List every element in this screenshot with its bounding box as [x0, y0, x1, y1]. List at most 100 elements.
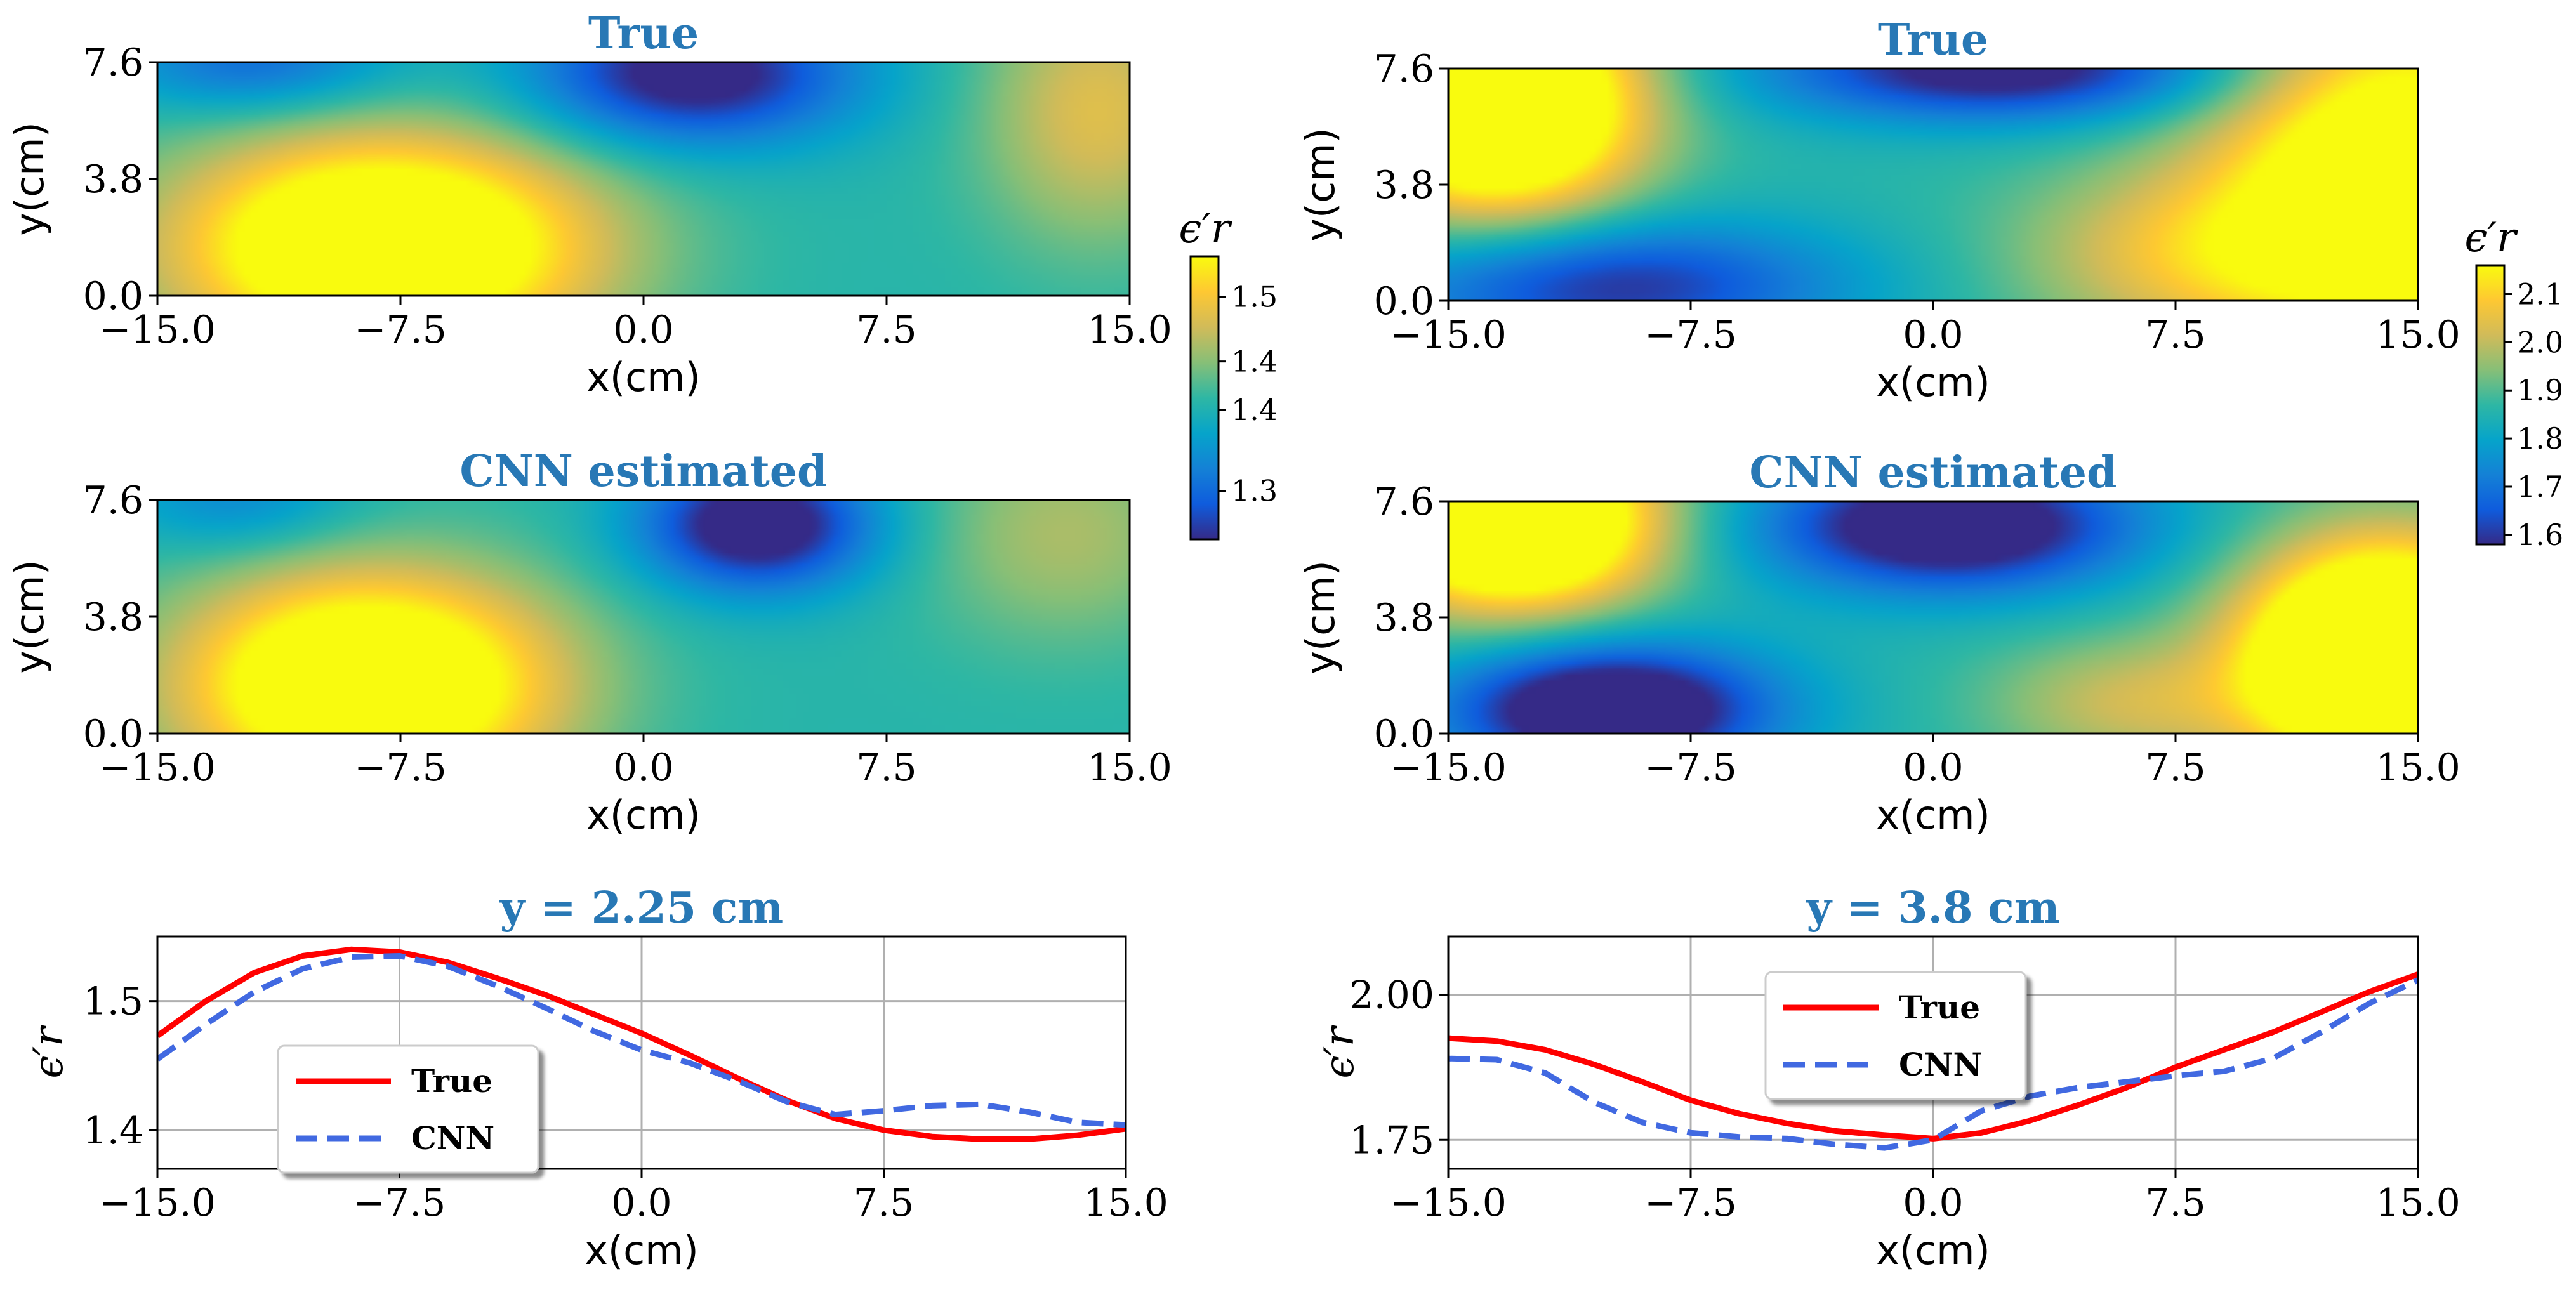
colorbar-tick-label: 2.0 — [2517, 325, 2563, 359]
heatmap-image — [157, 62, 1130, 296]
legend-box — [1764, 971, 2027, 1100]
panel-title: CNN estimated — [1749, 447, 2117, 498]
x-tick-label: 0.0 — [613, 746, 673, 790]
legend: True CNN — [277, 1044, 539, 1174]
y-axis-label: y(cm) — [1297, 560, 1344, 675]
colorbar-tick-label: 1.4 — [1231, 345, 1278, 379]
colorbar-gradient — [1189, 255, 1220, 541]
colorbar-tick-label: 2.1 — [2517, 277, 2563, 312]
series-line-true — [157, 946, 1126, 1142]
line-panel-left_line: −15.0 −7.5 0.0 7.5 15.0 1.4 1.5 y = 2.25 cm x(cm… — [25, 883, 1168, 1274]
x-tick-label: −15.0 — [1390, 1181, 1507, 1225]
y-axis-label: y(cm) — [1297, 128, 1344, 242]
colorbar-label: ϵ′r — [2465, 214, 2518, 261]
colorbar-tick-label: 1.3 — [1231, 474, 1278, 508]
x-tick-label: −15.0 — [1390, 313, 1507, 357]
chart-layer: True −15.0 −7.5 0.0 7.5 15.0 0.0 3.8 7.6 x(cm) y(c… — [6, 8, 2563, 1274]
x-tick-label: −7.5 — [1644, 746, 1737, 790]
x-tick-label: 15.0 — [2375, 313, 2460, 357]
y-tick-label: 1.4 — [83, 1109, 143, 1153]
colorbar-tick-label: 1.8 — [2517, 421, 2563, 456]
x-tick-label: −15.0 — [99, 308, 216, 352]
heatmap-image — [157, 500, 1130, 734]
colorbar-tick-label: 1.9 — [2517, 373, 2563, 407]
heatmap-panel-right_true: True −15.0 −7.5 0.0 7.5 15.0 0.0 3.8 7.6 x(cm) y(c… — [1297, 15, 2460, 405]
heatmap-panel-left_true: True −15.0 −7.5 0.0 7.5 15.0 0.0 3.8 7.6 x(cm) y(c… — [6, 8, 1172, 400]
panel-title: True — [588, 8, 699, 59]
colorbar-tick-label: 1.6 — [2517, 518, 2563, 552]
heatmap-image — [1448, 501, 2418, 734]
y-tick-label: 7.6 — [83, 41, 143, 85]
x-tick-label: 15.0 — [1087, 746, 1172, 790]
x-tick-label: −15.0 — [1390, 746, 1507, 790]
x-tick-label: −15.0 — [99, 1181, 216, 1225]
y-tick-label: 1.5 — [83, 980, 143, 1024]
panel-title: y = 2.25 cm — [499, 883, 783, 933]
y-tick-label: 0.0 — [83, 712, 143, 756]
series-line-cnn — [1448, 977, 2418, 1151]
colorbar-label: ϵ′r — [1179, 206, 1232, 253]
panel-title: True — [1878, 15, 1988, 65]
x-tick-label: 15.0 — [1083, 1181, 1168, 1225]
y-tick-label: 1.75 — [1349, 1118, 1434, 1162]
y-tick-label: 3.8 — [83, 157, 143, 202]
y-tick-label: 7.6 — [1374, 47, 1434, 91]
y-tick-label: 3.8 — [1374, 163, 1434, 207]
panel-title: CNN estimated — [459, 446, 827, 497]
heatmap-panel-right_cnn: CNN estimated −15.0 −7.5 0.0 7.5 15.0 0.0 3.8 7.… — [1297, 447, 2460, 838]
y-tick-label: 0.0 — [83, 274, 143, 319]
heatmap-panel-left_cnn: CNN estimated −15.0 −7.5 0.0 7.5 15.0 0.0 3.8 7.… — [6, 446, 1172, 838]
legend-label-cnn: CNN — [1899, 1046, 1982, 1083]
series-line-cnn — [157, 953, 1126, 1128]
x-tick-label: −7.5 — [354, 308, 447, 352]
x-tick-label: −7.5 — [1644, 1181, 1737, 1225]
y-axis-label: ϵ′r — [25, 1025, 72, 1078]
y-axis-label: ϵ′r — [1316, 1025, 1363, 1078]
colorbar-right_colorbar: 1.6 1.7 1.8 1.9 2.0 2.1 ϵ′r — [2465, 214, 2564, 552]
legend-label-cnn: CNN — [411, 1119, 494, 1157]
x-tick-label: 7.5 — [856, 308, 916, 352]
x-tick-label: 7.5 — [856, 746, 916, 790]
x-tick-label: 0.0 — [613, 308, 673, 352]
y-tick-label: 3.8 — [83, 595, 143, 640]
x-tick-label: −7.5 — [353, 1181, 446, 1225]
x-tick-label: 0.0 — [1903, 746, 1963, 790]
colorbar-left_colorbar: 1.3 1.4 1.4 1.5 ϵ′r — [1179, 206, 1278, 541]
y-tick-label: 2.00 — [1349, 973, 1434, 1018]
x-axis-label: x(cm) — [1876, 359, 1990, 405]
x-tick-label: 0.0 — [611, 1181, 671, 1225]
legend-label-true: True — [411, 1062, 492, 1100]
x-tick-label: 0.0 — [1903, 1181, 1963, 1225]
x-axis-label: x(cm) — [586, 792, 701, 838]
x-axis-label: x(cm) — [1876, 792, 1990, 838]
y-tick-label: 3.8 — [1374, 596, 1434, 640]
y-axis-label: y(cm) — [6, 122, 53, 236]
x-axis-label: x(cm) — [586, 354, 701, 400]
legend: True CNN — [1764, 971, 2027, 1100]
legend-box — [277, 1044, 539, 1174]
colorbar-gradient — [2475, 264, 2506, 546]
x-tick-label: −15.0 — [99, 746, 216, 790]
line-panel-right_line: −15.0 −7.5 0.0 7.5 15.0 1.75 2.00 y = 3.8 cm x(c… — [1316, 883, 2460, 1274]
series-line-true — [1448, 971, 2418, 1142]
x-tick-label: 7.5 — [2145, 746, 2205, 790]
y-tick-label: 7.6 — [1374, 480, 1434, 524]
x-axis-label: x(cm) — [585, 1227, 699, 1274]
heatmap-image — [1448, 69, 2418, 301]
x-tick-label: 7.5 — [2145, 1181, 2205, 1225]
y-tick-label: 7.6 — [83, 478, 143, 523]
y-tick-label: 0.0 — [1374, 279, 1434, 324]
x-tick-label: −7.5 — [1644, 313, 1737, 357]
x-tick-label: −7.5 — [354, 746, 447, 790]
legend-label-true: True — [1899, 989, 1980, 1026]
y-tick-label: 0.0 — [1374, 712, 1434, 756]
x-tick-label: 15.0 — [2375, 1181, 2460, 1225]
x-tick-label: 0.0 — [1903, 313, 1963, 357]
x-tick-label: 15.0 — [2375, 746, 2460, 790]
colorbar-tick-label: 1.5 — [1231, 280, 1278, 314]
x-axis-label: x(cm) — [1876, 1227, 1990, 1274]
colorbar-tick-label: 1.7 — [2517, 470, 2563, 504]
x-tick-label: 7.5 — [2145, 313, 2205, 357]
x-tick-label: 15.0 — [1087, 308, 1172, 352]
